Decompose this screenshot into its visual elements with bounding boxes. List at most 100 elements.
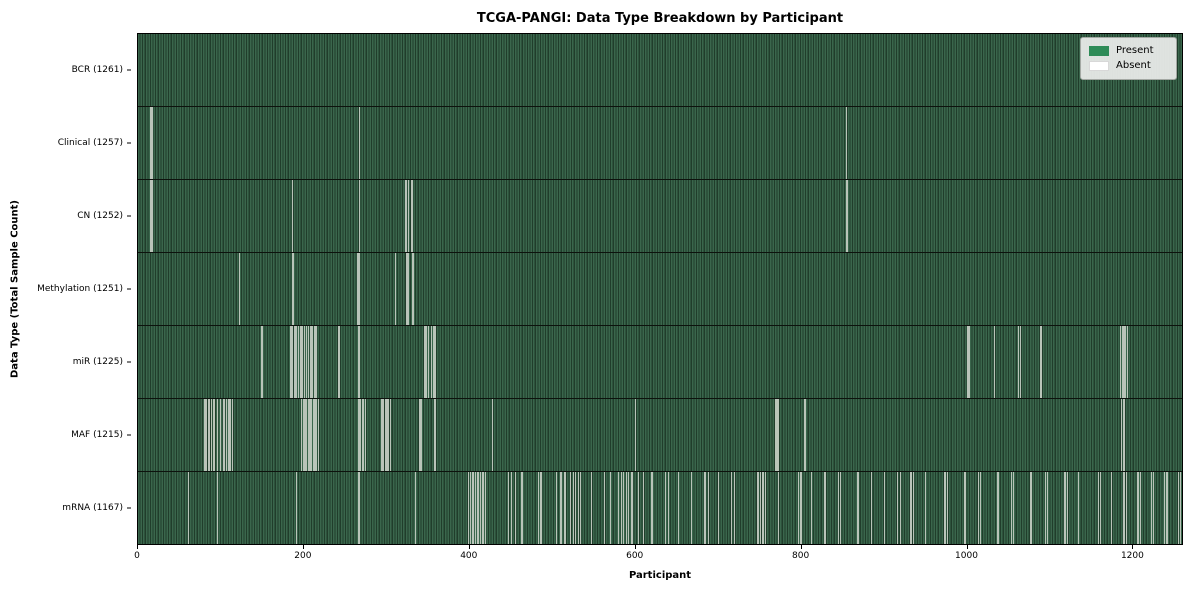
absent-line [638, 472, 640, 544]
absent-line [303, 326, 305, 398]
legend-entry-absent: Absent [1089, 58, 1168, 73]
absent-line [300, 326, 302, 398]
absent-line [421, 399, 423, 471]
y-tick-label: Methylation (1251) [37, 284, 123, 294]
absent-line [482, 472, 484, 544]
absent-line [643, 472, 645, 544]
absent-line [405, 180, 407, 252]
absent-line [508, 472, 510, 544]
absent-line [358, 399, 360, 471]
absent-line [994, 326, 996, 398]
absent-line [677, 472, 680, 544]
absent-line [150, 180, 152, 252]
absent-line [570, 472, 572, 544]
absent-line [384, 399, 386, 471]
absent-line [314, 399, 316, 471]
absent-line [394, 253, 396, 325]
absent-line [316, 326, 318, 398]
absent-line [301, 326, 304, 398]
absent-line [337, 326, 339, 398]
absent-line [311, 326, 314, 398]
absent-line [216, 399, 218, 471]
absent-line [291, 253, 294, 325]
absent-line [231, 399, 233, 471]
absent-line [924, 472, 926, 544]
absent-line [307, 326, 310, 398]
absent-line [316, 399, 318, 471]
y-tick-mark [127, 434, 131, 436]
absent-line [1047, 472, 1049, 544]
absent-line [540, 472, 542, 544]
absent-line [1119, 326, 1122, 398]
absent-line [620, 472, 622, 544]
absent-line [514, 472, 516, 544]
absent-line [979, 472, 982, 544]
x-tick-mark [137, 545, 138, 549]
absent-line [434, 399, 436, 471]
absent-line [1139, 472, 1142, 544]
absent-line [359, 180, 361, 252]
absent-line [759, 472, 762, 544]
absent-line [560, 472, 562, 544]
absent-line [431, 326, 433, 398]
absent-line [845, 107, 848, 179]
absent-line [946, 472, 949, 544]
absent-line [846, 180, 848, 252]
legend: Present Absent [1080, 37, 1177, 80]
absent-line [1010, 472, 1012, 544]
absent-line [381, 399, 383, 471]
absent-line [757, 472, 759, 544]
x-tick-mark [966, 545, 968, 549]
x-tick-mark [1132, 545, 1134, 549]
y-tick-label: BCR (1261) [71, 64, 123, 75]
absent-line [1064, 472, 1066, 544]
absent-line [707, 472, 709, 544]
absent-line [897, 472, 899, 544]
absent-line [359, 253, 361, 325]
x-axis: 0 200 400 600 800 1000 1200 [134, 545, 1183, 585]
absent-line [306, 399, 308, 471]
absent-line [667, 472, 670, 544]
x-tick-label: 400 [460, 551, 478, 561]
absent-line [419, 399, 421, 471]
absent-line [1066, 472, 1069, 544]
x-tick-label: 0 [134, 551, 140, 561]
absent-line [556, 472, 558, 544]
absent-line [1150, 472, 1152, 544]
absent-line [797, 472, 800, 544]
x-tick-label: 1200 [1120, 551, 1144, 561]
absent-line [1110, 472, 1113, 544]
absent-line [389, 399, 391, 471]
absent-line [187, 472, 189, 544]
absent-line [291, 326, 294, 398]
absent-line [434, 326, 436, 398]
absent-line [1077, 472, 1079, 544]
absent-line [479, 472, 482, 544]
y-tick-mark [127, 69, 131, 71]
absent-line [467, 472, 469, 544]
absent-line [604, 472, 606, 544]
absent-line [1040, 326, 1042, 398]
row-band-clinical [138, 107, 1182, 180]
absent-line [261, 326, 263, 398]
y-tick-label: CN (1252) [77, 210, 123, 221]
absent-line [966, 326, 969, 398]
y-tick-mark [127, 507, 131, 509]
absent-line [521, 472, 523, 544]
absent-line [717, 472, 719, 544]
absent-line [150, 107, 152, 179]
absent-line [824, 472, 826, 544]
absent-line [474, 472, 477, 544]
absent-line [1153, 472, 1155, 544]
row-band-methylation [138, 253, 1182, 326]
absent-line [339, 326, 341, 398]
absent-line [406, 253, 408, 325]
absent-line [977, 472, 979, 544]
absent-line [774, 399, 776, 471]
absent-line [310, 326, 312, 398]
absent-line [1163, 472, 1166, 544]
y-axis-labels: BCR (1261) Clinical (1257) CN (1252) Methyl… [0, 33, 131, 545]
absent-line [312, 399, 314, 471]
y-tick-mark [127, 215, 131, 217]
absent-line [297, 326, 300, 398]
